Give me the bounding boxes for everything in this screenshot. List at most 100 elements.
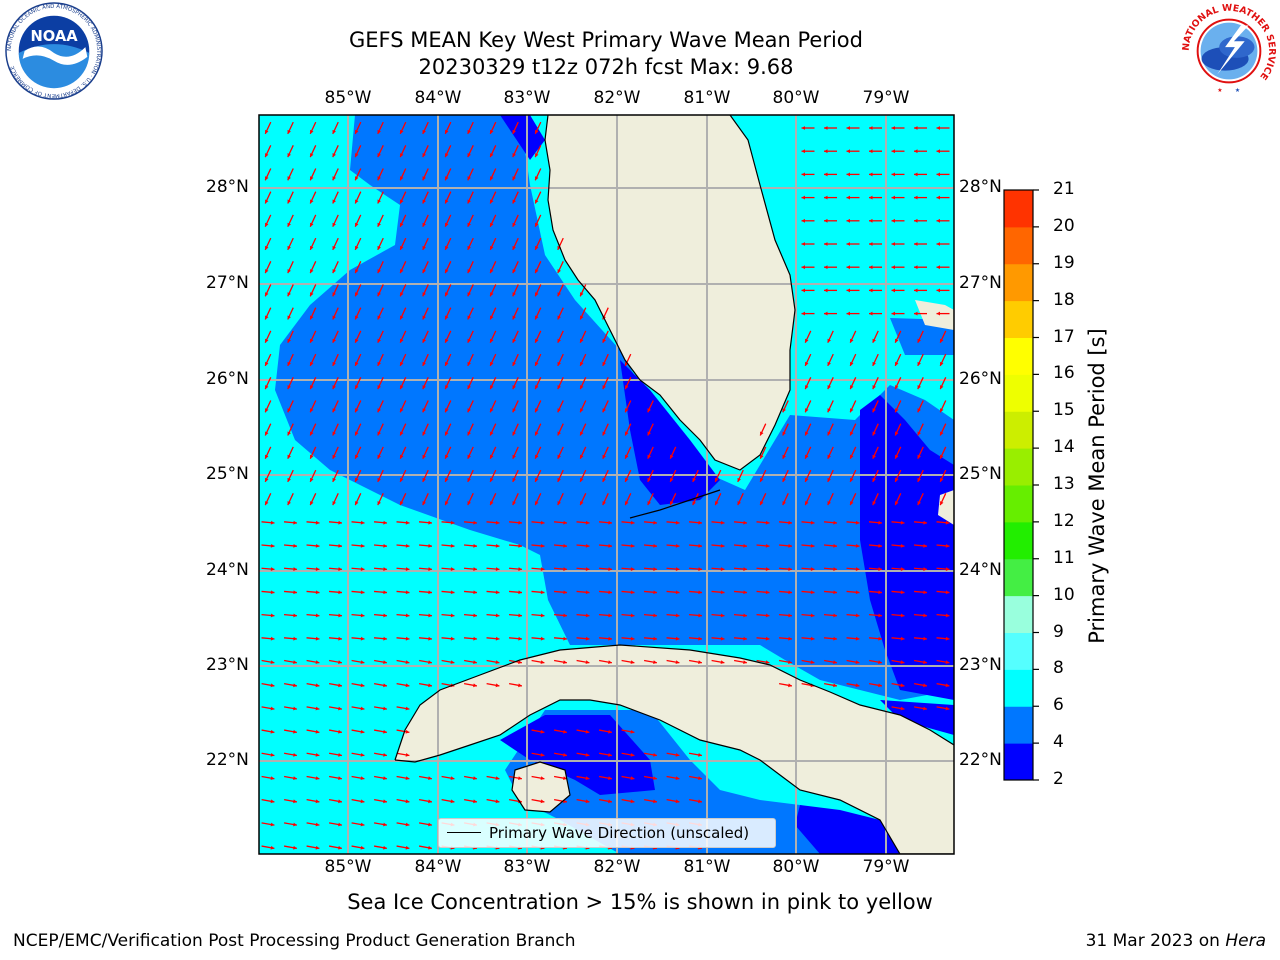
wave-direction-arrow [351, 613, 365, 618]
colorbar-segment [1004, 190, 1033, 228]
wave-direction-arrow [399, 307, 407, 320]
wave-direction-arrow [823, 659, 838, 665]
wave-direction-arrow [643, 543, 658, 548]
wave-direction-arrow [666, 590, 680, 595]
wave-direction-arrow [396, 775, 410, 781]
wave-direction-arrow [827, 400, 834, 413]
wave-direction-arrow [891, 567, 905, 571]
wave-direction-arrow [688, 613, 703, 618]
wave-direction-arrow [579, 493, 587, 506]
wave-direction-arrow [868, 520, 883, 525]
wave-direction-arrow [534, 423, 542, 436]
wave-direction-arrow [733, 613, 748, 618]
wave-direction-arrow [467, 469, 474, 483]
wave-direction-arrow [849, 353, 857, 367]
wave-direction-arrow [264, 214, 272, 227]
longitude-label-bottom: 85°W [324, 857, 372, 877]
wave-direction-arrow [512, 261, 519, 274]
wave-direction-arrow [939, 353, 947, 367]
wave-direction-arrow [351, 567, 365, 571]
wave-direction-arrow [849, 423, 857, 436]
wave-direction-arrow [261, 775, 275, 781]
wave-direction-arrow [531, 729, 545, 734]
wave-direction-arrow [737, 469, 744, 483]
wave-direction-arrow [444, 261, 452, 274]
colorbar-segment [1004, 485, 1033, 523]
wave-direction-arrow [399, 145, 407, 158]
wave-direction-arrow [872, 423, 879, 436]
wave-direction-arrow [557, 330, 564, 343]
wave-direction-arrow [801, 242, 815, 246]
wave-direction-arrow [602, 377, 609, 390]
wave-direction-arrow [328, 567, 343, 571]
wave-direction-arrow [936, 636, 950, 641]
colorbar-segment [1004, 706, 1033, 744]
colorbar-tick-label: 19 [1053, 252, 1075, 273]
noaa-logo: NATIONAL OCEANIC AND ATMOSPHERIC ADMINIS… [5, 2, 103, 100]
wave-direction-arrow [332, 168, 339, 181]
wave-direction-arrow [283, 613, 298, 618]
wave-direction-arrow [463, 659, 478, 665]
legend-line-swatch [447, 832, 481, 833]
wave-direction-arrow [486, 799, 500, 804]
wave-direction-arrow [894, 377, 902, 390]
wave-direction-arrow [688, 659, 703, 665]
wave-direction-arrow [624, 423, 632, 436]
wave-direction-arrow [399, 237, 407, 251]
wave-direction-arrow [264, 423, 272, 436]
wave-direction-arrow [264, 469, 272, 483]
wave-direction-arrow [486, 636, 500, 641]
wave-direction-arrow [624, 469, 632, 483]
wave-direction-arrow [512, 168, 519, 181]
wave-direction-arrow [287, 237, 294, 251]
wave-direction-arrow [643, 567, 658, 571]
wave-direction-arrow [261, 752, 275, 757]
wave-direction-arrow [557, 377, 564, 390]
wave-direction-arrow [827, 493, 834, 506]
wave-direction-arrow [759, 469, 767, 483]
wave-direction-arrow [489, 261, 497, 274]
wave-direction-arrow [759, 423, 767, 436]
wave-direction-arrow [778, 520, 793, 525]
wave-direction-arrow [914, 288, 927, 293]
wave-direction-arrow [373, 590, 388, 595]
wave-direction-arrow [467, 377, 474, 390]
wave-direction-arrow [283, 706, 298, 711]
wave-direction-arrow [913, 613, 928, 618]
wave-direction-arrow [939, 423, 947, 436]
wave-direction-arrow [396, 613, 410, 618]
wave-direction-arrow [489, 423, 497, 436]
wave-direction-arrow [647, 400, 654, 413]
wave-direction-arrow [891, 659, 905, 665]
wave-direction-arrow [332, 469, 339, 483]
wave-direction-arrow [534, 469, 542, 483]
wave-direction-arrow [354, 191, 362, 204]
wave-direction-arrow [531, 520, 545, 525]
latitude-label-right: 28°N [959, 177, 1002, 197]
wave-direction-arrow [467, 446, 474, 459]
wave-direction-arrow [287, 284, 294, 297]
wave-direction-arrow [846, 543, 860, 548]
wave-direction-arrow [553, 752, 568, 757]
wave-direction-arrow [598, 729, 613, 734]
wave-direction-arrow [872, 400, 879, 413]
wave-direction-arrow [512, 400, 519, 413]
wave-direction-arrow [373, 845, 388, 850]
wave-direction-arrow [869, 218, 882, 223]
wave-direction-arrow [444, 330, 452, 343]
wave-direction-arrow [711, 613, 725, 618]
wave-direction-arrow [261, 543, 275, 548]
wave-direction-arrow [332, 377, 339, 390]
wave-direction-arrow [489, 191, 497, 204]
wave-direction-arrow [621, 543, 635, 548]
wave-direction-arrow [377, 330, 384, 343]
wave-direction-arrow [534, 446, 542, 459]
wave-direction-arrow [733, 659, 748, 665]
wave-direction-arrow [534, 377, 542, 390]
wave-direction-arrow [261, 659, 275, 665]
wave-direction-arrow [557, 423, 564, 436]
colorbar-tick-label: 9 [1053, 621, 1064, 642]
wave-direction-arrow [309, 237, 317, 251]
wave-direction-arrow [778, 590, 793, 595]
